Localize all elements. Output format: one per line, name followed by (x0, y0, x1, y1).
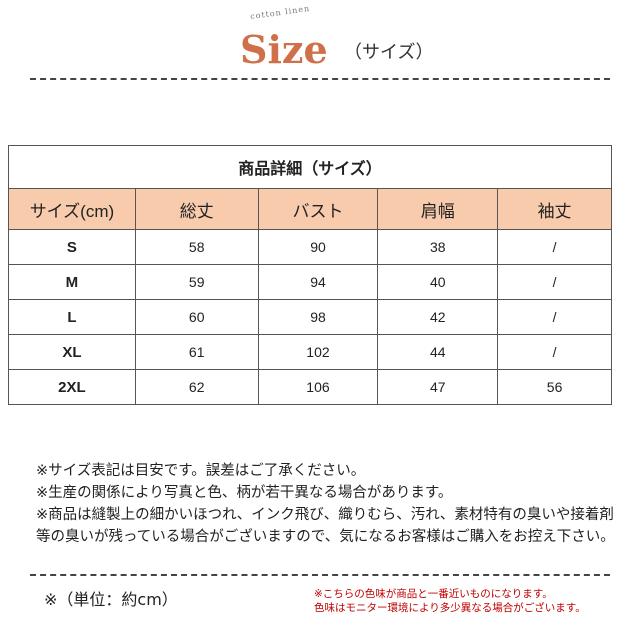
size-header: cotton linen Size （サイズ） (0, 4, 640, 74)
size-cell: XL (8, 334, 136, 370)
divider (30, 78, 610, 80)
value-cell: 58 (134, 229, 259, 265)
column-header: 袖丈 (497, 188, 612, 230)
size-cell: S (8, 229, 136, 265)
unit-label: ※（単位：約cm） (44, 590, 178, 609)
notes: ※サイズ表記は目安です。誤差はご了承ください。 ※生産の関係により写真と色、柄が… (36, 460, 626, 548)
column-header: 肩幅 (377, 188, 499, 230)
value-cell: 44 (377, 334, 499, 370)
value-cell: 106 (257, 369, 379, 405)
divider (30, 574, 610, 576)
value-cell: 98 (257, 299, 379, 335)
value-cell: 47 (377, 369, 499, 405)
value-cell: 38 (377, 229, 499, 265)
size-table: 商品詳細（サイズ） サイズ(cm) 総丈 バスト 肩幅 袖丈 S 58 90 38/M 59 94… (8, 145, 612, 405)
size-cell: L (8, 299, 136, 335)
table-row: XL 61 102 44/ (8, 334, 612, 370)
table-header: サイズ(cm) 総丈 バスト 肩幅 袖丈 (8, 188, 612, 230)
value-cell: 102 (257, 334, 379, 370)
table-row: S 58 90 38/ (8, 229, 612, 265)
value-cell: 61 (134, 334, 259, 370)
value-cell: 59 (134, 264, 259, 300)
value-cell: 62 (134, 369, 259, 405)
note: ※生産の関係により写真と色、柄が若干異なる場合があります。 (36, 485, 453, 501)
column-header: 総丈 (134, 188, 259, 230)
table-row: 2XL 62 106 47 56 (8, 369, 612, 405)
value-cell: / (497, 334, 612, 370)
color-note: ※こちらの色味が商品と一番近いものになります。 色味はモニター環境により多少異な… (314, 587, 586, 615)
color-note-line: ※こちらの色味が商品と一番近いものになります。 (314, 588, 553, 600)
table-row: M 59 94 40/ (8, 264, 612, 300)
color-note-line: 色味はモニター環境により多少異なる場合がございます。 (314, 602, 586, 614)
value-cell: 94 (257, 264, 379, 300)
header-subtitle: cotton linen (249, 3, 311, 22)
column-header: サイズ(cm) (8, 188, 136, 230)
value-cell: 42 (377, 299, 499, 335)
header-title: Size (240, 27, 328, 72)
value-cell: / (497, 264, 612, 300)
note: ※商品は縫製上の細かいほつれ、インク飛び、織りむら、汚れ、素材特有の臭いや接着剤… (36, 507, 615, 545)
value-cell: / (497, 229, 612, 265)
column-header: バスト (257, 188, 379, 230)
table-title: 商品詳細（サイズ） (8, 145, 612, 189)
value-cell: 56 (497, 369, 612, 405)
value-cell: 40 (377, 264, 499, 300)
size-cell: M (8, 264, 136, 300)
value-cell: 60 (134, 299, 259, 335)
size-cell: 2XL (8, 369, 136, 405)
header-title-jp: （サイズ） (344, 42, 434, 63)
table-row: L 60 98 42/ (8, 299, 612, 335)
value-cell: 90 (257, 229, 379, 265)
note: ※サイズ表記は目安です。誤差はご了承ください。 (36, 463, 366, 479)
value-cell: / (497, 299, 612, 335)
